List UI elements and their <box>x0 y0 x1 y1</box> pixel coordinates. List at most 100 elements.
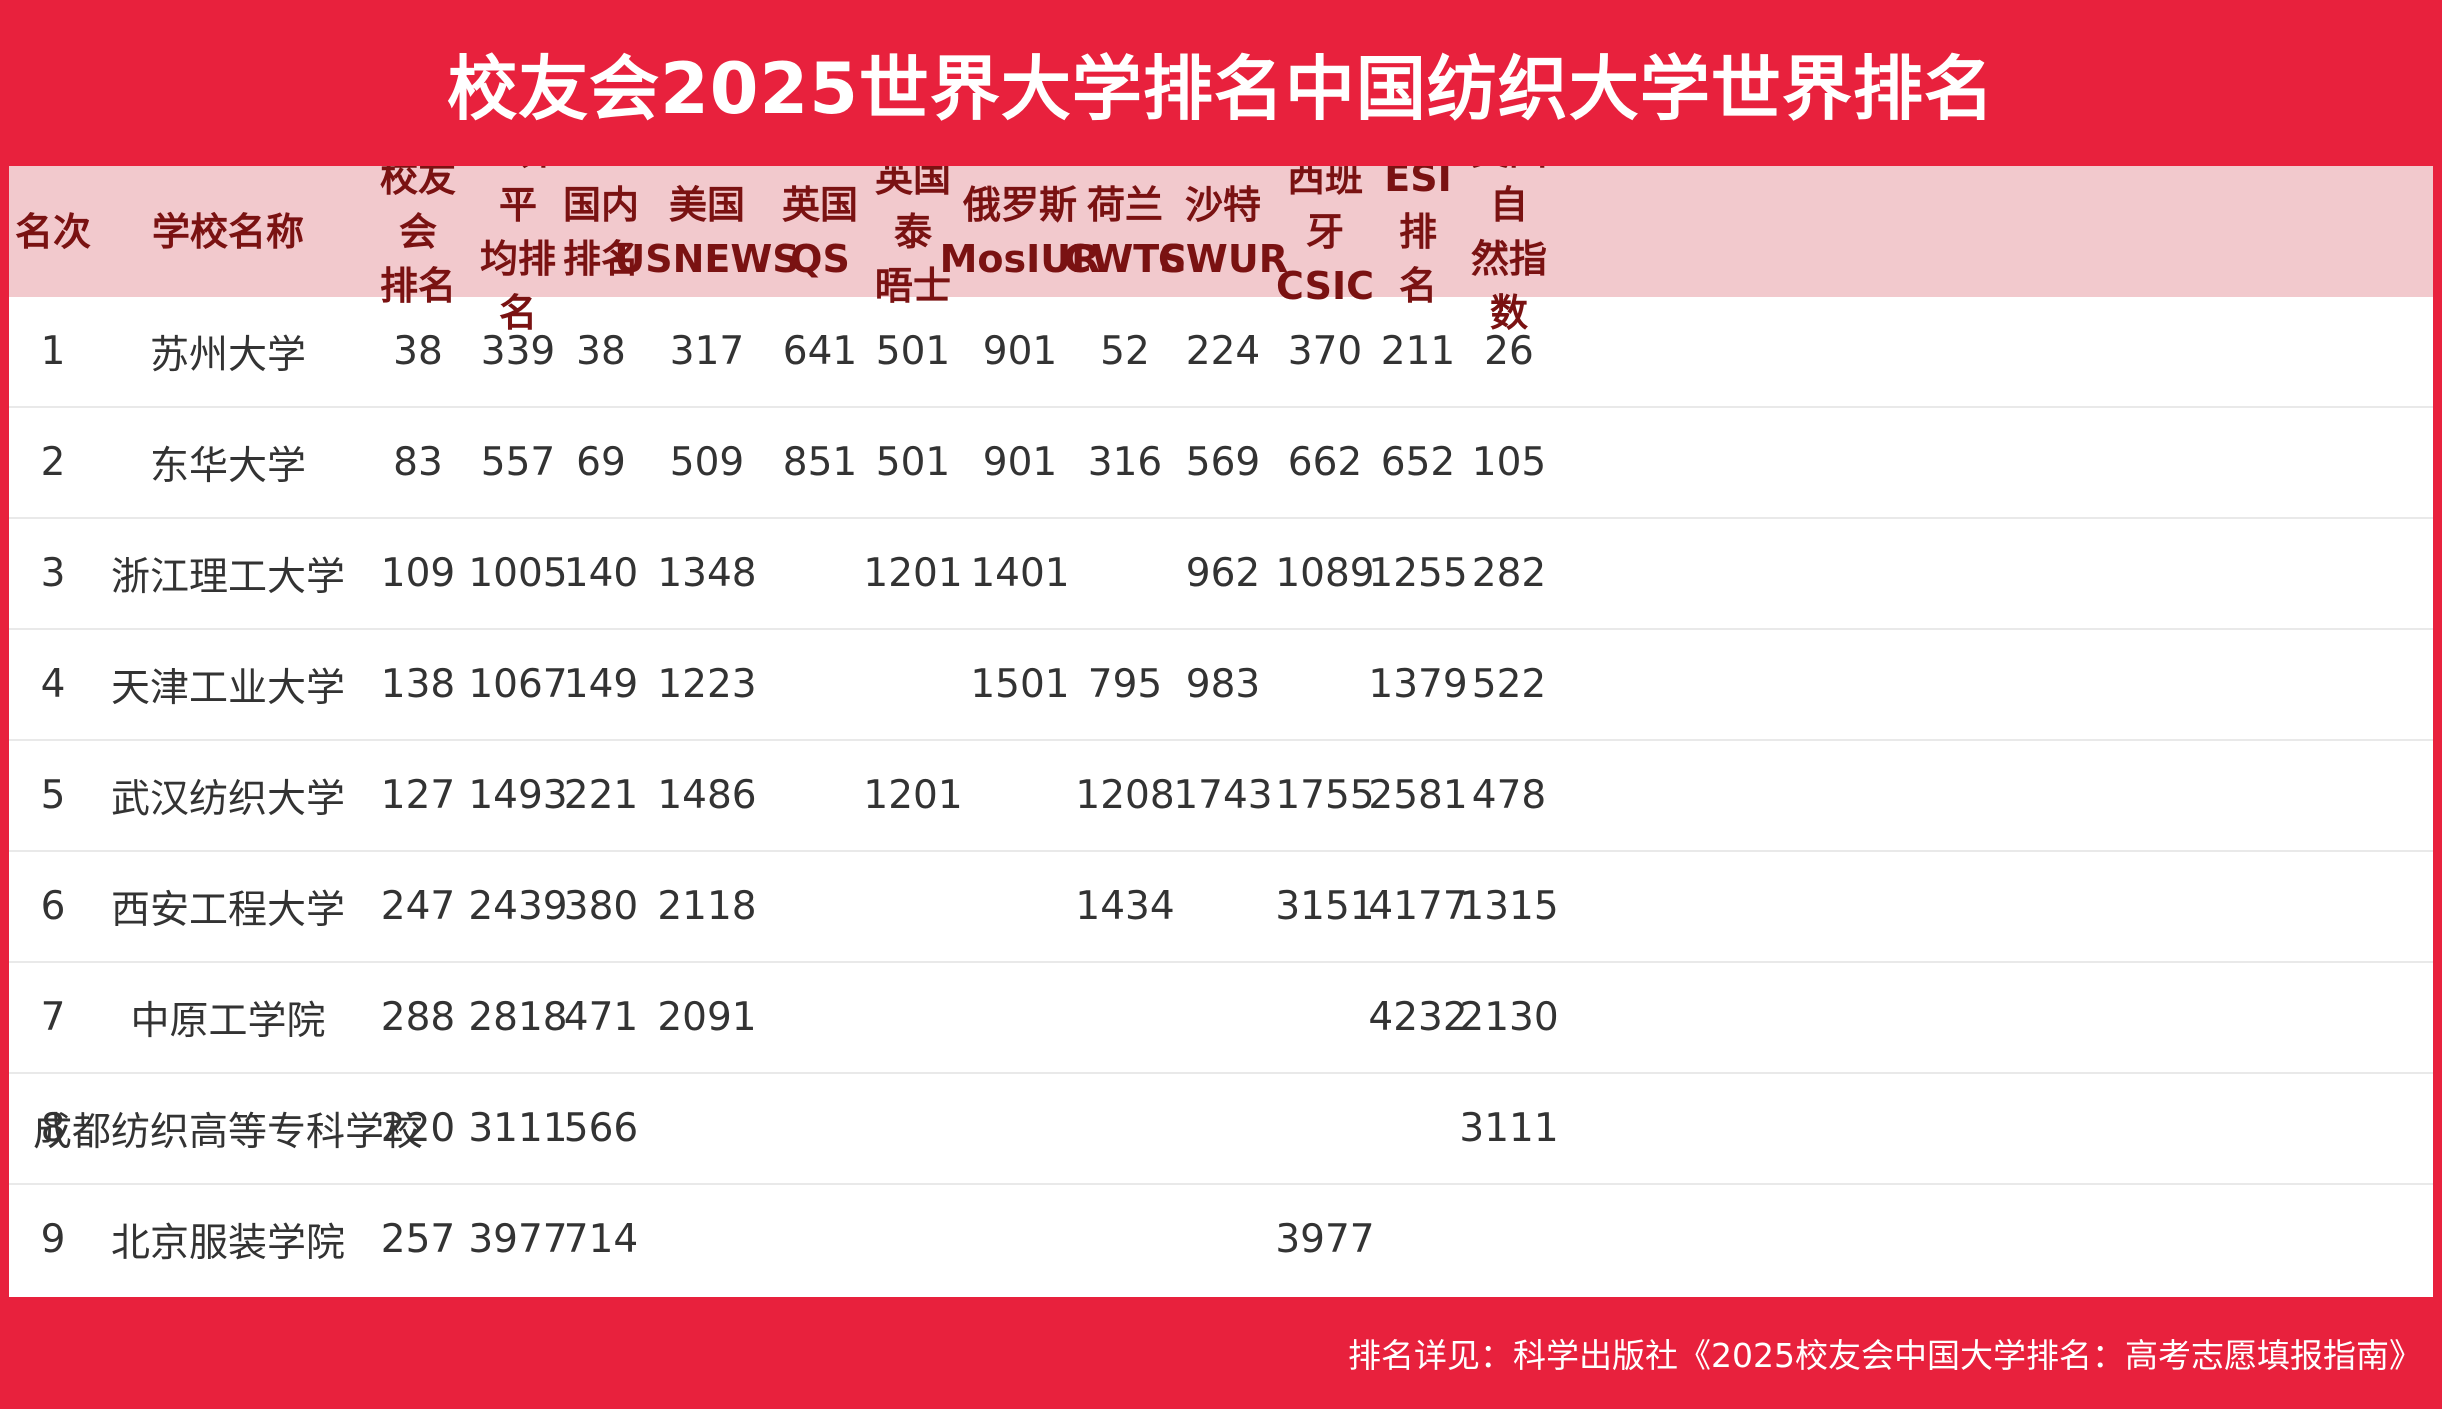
table-cell: 4177 <box>1368 884 1468 929</box>
table-cell: 316 <box>1087 440 1163 485</box>
table-cell: 1434 <box>1075 884 1175 929</box>
table-cell: 1486 <box>657 773 757 818</box>
table-cell <box>642 1185 772 1294</box>
table-cell <box>772 519 868 628</box>
column-header: ESI排 名 <box>1384 166 1452 308</box>
table-cell: 2130 <box>1459 995 1559 1040</box>
column-header: 荷兰 CWTS <box>1063 182 1187 281</box>
table-cell <box>1077 963 1173 1072</box>
table-cell: 69 <box>576 440 626 485</box>
table-row: 1 苏州大学 38 339 38 317 641 501 901 52 224 370 211 26 <box>9 297 2433 408</box>
school-name-cell: 东华大学 <box>149 443 306 489</box>
column-header: 英国自 然指数 <box>1470 166 1547 335</box>
table-cell: 1201 <box>863 773 963 818</box>
table-cell: 339 <box>480 329 556 374</box>
table-cell <box>772 741 868 850</box>
column-header: 国内 排名 <box>562 182 639 281</box>
table-cell <box>865 1185 961 1294</box>
table-cell <box>961 1185 1079 1294</box>
table-cell: 370 <box>1287 329 1363 374</box>
column-header: 英国 QS <box>781 182 858 281</box>
table-cell: 220 <box>380 1106 456 1151</box>
table-cell <box>961 1074 1079 1183</box>
table-cell: 2 <box>40 440 66 485</box>
table-cell: 501 <box>875 329 951 374</box>
table-cell: 52 <box>1100 329 1150 374</box>
table-cell: 38 <box>393 329 443 374</box>
table-cell: 641 <box>782 329 858 374</box>
table-cell: 901 <box>982 440 1058 485</box>
table-cell: 1223 <box>657 662 757 707</box>
table-cell: 501 <box>875 440 951 485</box>
table-cell: 471 <box>563 995 639 1040</box>
table-row: 2 东华大学 83 557 69 509 851 501 901 316 569 662 652 105 <box>9 408 2433 519</box>
table-cell: 566 <box>563 1106 639 1151</box>
table-cell <box>961 852 1079 961</box>
table-cell: 224 <box>1185 329 1261 374</box>
table-cell: 1379 <box>1368 662 1468 707</box>
table-cell: 1755 <box>1275 773 1375 818</box>
table-cell: 109 <box>380 551 456 596</box>
column-header: 沙特 CWUR <box>1158 182 1288 281</box>
school-name-cell: 浙江理工大学 <box>110 554 345 600</box>
column-header: 学校名称 <box>151 209 304 254</box>
table-cell: 282 <box>1471 551 1547 596</box>
table-cell: 1348 <box>657 551 757 596</box>
table-cell: 317 <box>669 329 745 374</box>
table-cell: 557 <box>480 440 556 485</box>
school-name-cell: 苏州大学 <box>149 332 306 378</box>
table-cell <box>865 630 961 739</box>
table-cell <box>961 963 1079 1072</box>
table-cell: 1501 <box>970 662 1070 707</box>
table-cell <box>772 630 868 739</box>
table-cell: 5 <box>40 773 66 818</box>
table-cell <box>1273 1074 1377 1183</box>
table-cell <box>1373 1074 1463 1183</box>
table-cell <box>865 1074 961 1183</box>
table-cell <box>1077 1185 1173 1294</box>
footer-source-note: 排名详见：科学出版社《2025校友会中国大学排名：高考志愿填报指南》 <box>1348 1336 2422 1375</box>
table-cell: 8 <box>40 1106 66 1151</box>
column-header: 西班牙 CSIC <box>1276 166 1374 308</box>
page-title: 校友会2025世界大学排名中国纺织大学世界排名 <box>447 47 1995 130</box>
table-cell: 7 <box>40 995 66 1040</box>
table-cell: 4 <box>40 662 66 707</box>
table-cell: 522 <box>1471 662 1547 707</box>
column-header: 英国泰 晤士 <box>874 166 951 308</box>
table-cell: 1067 <box>468 662 568 707</box>
table-cell: 26 <box>1484 329 1534 374</box>
table-cell: 1401 <box>970 551 1070 596</box>
table-cell: 127 <box>380 773 456 818</box>
table-row: 4 天津工业大学 138 1067 149 1223 1501 795 983 1379 522 <box>9 630 2433 741</box>
table-cell <box>1464 1185 1554 1294</box>
table-cell: 6 <box>40 884 66 929</box>
table-cell: 1089 <box>1275 551 1375 596</box>
table-cell: 3111 <box>1459 1106 1559 1151</box>
table-cell: 2439 <box>468 884 568 929</box>
school-name-cell: 武汉纺织大学 <box>110 776 345 822</box>
school-name-cell: 成都纺织高等专科学校 <box>33 1109 424 1155</box>
school-name-cell: 北京服装学院 <box>110 1220 345 1266</box>
table-cell <box>1273 630 1377 739</box>
table-cell <box>772 1074 868 1183</box>
table-cell: 478 <box>1471 773 1547 818</box>
table-cell <box>865 852 961 961</box>
table-cell: 795 <box>1087 662 1163 707</box>
table-cell: 1743 <box>1173 773 1273 818</box>
column-header: 校友会 排名 <box>379 166 456 308</box>
table-cell: 2091 <box>657 995 757 1040</box>
table-cell: 3151 <box>1275 884 1375 929</box>
table-cell <box>961 741 1079 850</box>
table-cell <box>772 963 868 1072</box>
table-cell: 38 <box>576 329 626 374</box>
table-cell: 652 <box>1380 440 1456 485</box>
table-cell <box>1173 963 1273 1072</box>
table-cell: 4232 <box>1368 995 1468 1040</box>
table-cell: 3977 <box>1275 1217 1375 1262</box>
table-cell: 1255 <box>1368 551 1468 596</box>
table-cell <box>1273 963 1377 1072</box>
table-cell: 288 <box>380 995 456 1040</box>
table-row: 9 北京服装学院 257 3977 714 3977 <box>9 1185 2433 1296</box>
table-cell: 140 <box>563 551 639 596</box>
